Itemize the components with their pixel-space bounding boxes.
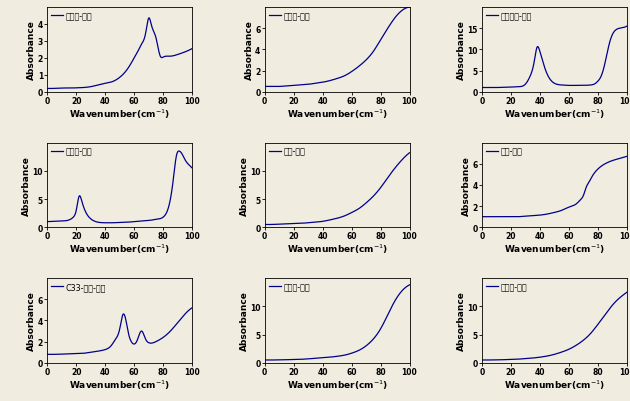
- Y-axis label: Absorbance: Absorbance: [28, 291, 37, 350]
- Y-axis label: Absorbance: Absorbance: [457, 291, 466, 350]
- X-axis label: Wavenumber(cm$^{-1}$): Wavenumber(cm$^{-1}$): [287, 107, 387, 120]
- Legend: 건은주-벨렇: 건은주-벨렇: [50, 146, 94, 158]
- Y-axis label: Absorbance: Absorbance: [457, 20, 466, 80]
- Y-axis label: Absorbance: Absorbance: [239, 156, 249, 215]
- X-axis label: Wavenumber(cm$^{-1}$): Wavenumber(cm$^{-1}$): [69, 107, 170, 120]
- Legend: 두록분-벨렇: 두록분-벨렇: [267, 10, 311, 22]
- Legend: 청리외-벨렇: 청리외-벨렇: [484, 281, 529, 293]
- X-axis label: Wavenumber(cm$^{-1}$): Wavenumber(cm$^{-1}$): [504, 242, 605, 255]
- Legend: 벽옥-벨렇: 벽옥-벨렇: [267, 146, 307, 158]
- Legend: 사청분-벨렇: 사청분-벨렇: [50, 10, 94, 22]
- Legend: 정상주사-벨렇: 정상주사-벨렇: [484, 10, 534, 22]
- X-axis label: Wavenumber(cm$^{-1}$): Wavenumber(cm$^{-1}$): [69, 377, 170, 391]
- Y-axis label: Absorbance: Absorbance: [462, 156, 471, 215]
- Legend: 청목-벨렇: 청목-벨렇: [484, 146, 524, 158]
- Legend: C33-자황-벨렇: C33-자황-벨렇: [50, 281, 108, 293]
- X-axis label: Wavenumber(cm$^{-1}$): Wavenumber(cm$^{-1}$): [287, 377, 387, 391]
- X-axis label: Wavenumber(cm$^{-1}$): Wavenumber(cm$^{-1}$): [287, 242, 387, 255]
- Y-axis label: Absorbance: Absorbance: [245, 20, 254, 80]
- Y-axis label: Absorbance: Absorbance: [239, 291, 249, 350]
- X-axis label: Wavenumber(cm$^{-1}$): Wavenumber(cm$^{-1}$): [504, 107, 605, 120]
- X-axis label: Wavenumber(cm$^{-1}$): Wavenumber(cm$^{-1}$): [69, 242, 170, 255]
- X-axis label: Wavenumber(cm$^{-1}$): Wavenumber(cm$^{-1}$): [504, 377, 605, 391]
- Y-axis label: Absorbance: Absorbance: [28, 20, 37, 80]
- Legend: 백방해-벨렇: 백방해-벨렇: [267, 281, 311, 293]
- Y-axis label: Absorbance: Absorbance: [22, 156, 32, 215]
